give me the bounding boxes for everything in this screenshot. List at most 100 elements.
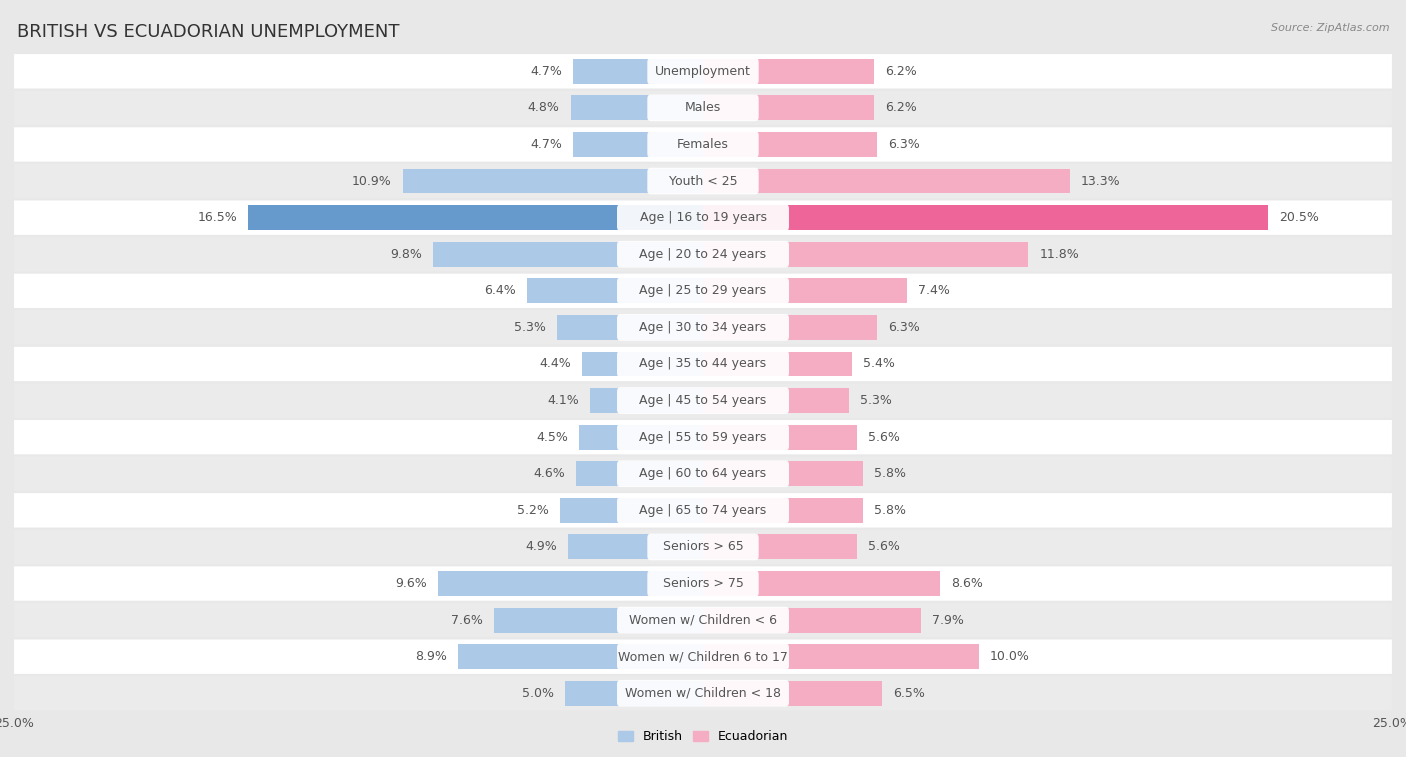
Text: Unemployment: Unemployment [655,65,751,78]
FancyBboxPatch shape [14,310,1392,344]
Bar [703,132,876,157]
Bar [703,425,858,450]
Bar [439,571,703,596]
Text: 4.5%: 4.5% [536,431,568,444]
Text: 6.4%: 6.4% [484,285,516,298]
Bar [703,681,882,706]
FancyBboxPatch shape [14,237,1392,272]
Text: Women w/ Children < 6: Women w/ Children < 6 [628,614,778,627]
FancyBboxPatch shape [617,643,789,670]
Text: 10.0%: 10.0% [990,650,1029,663]
Text: 5.6%: 5.6% [869,540,900,553]
FancyBboxPatch shape [14,273,1392,308]
Text: 5.2%: 5.2% [517,504,548,517]
Text: 4.7%: 4.7% [530,65,562,78]
Bar [494,608,703,633]
Bar [560,498,703,523]
Text: 5.8%: 5.8% [875,467,905,480]
Bar [703,571,941,596]
FancyBboxPatch shape [617,424,789,450]
Text: 10.9%: 10.9% [352,175,392,188]
FancyBboxPatch shape [14,603,1392,637]
Text: Age | 16 to 19 years: Age | 16 to 19 years [640,211,766,224]
Text: 4.9%: 4.9% [526,540,557,553]
Text: 6.2%: 6.2% [884,101,917,114]
Text: 4.7%: 4.7% [530,138,562,151]
Text: 9.6%: 9.6% [395,577,427,590]
FancyBboxPatch shape [647,570,759,597]
Text: Age | 25 to 29 years: Age | 25 to 29 years [640,285,766,298]
Text: BRITISH VS ECUADORIAN UNEMPLOYMENT: BRITISH VS ECUADORIAN UNEMPLOYMENT [17,23,399,41]
Text: 20.5%: 20.5% [1279,211,1319,224]
Text: 5.0%: 5.0% [522,687,554,699]
Text: 6.3%: 6.3% [887,138,920,151]
FancyBboxPatch shape [647,131,759,157]
FancyBboxPatch shape [617,204,789,231]
Text: 6.5%: 6.5% [893,687,925,699]
Text: 5.4%: 5.4% [863,357,894,370]
FancyBboxPatch shape [14,164,1392,198]
Bar [458,644,703,669]
Text: Age | 35 to 44 years: Age | 35 to 44 years [640,357,766,370]
FancyBboxPatch shape [617,680,789,706]
Text: 4.6%: 4.6% [533,467,565,480]
Bar [703,498,863,523]
Text: 4.1%: 4.1% [547,394,579,407]
Bar [703,644,979,669]
Text: 11.8%: 11.8% [1039,248,1078,260]
Text: 8.6%: 8.6% [950,577,983,590]
Bar [703,241,1028,266]
Text: 6.3%: 6.3% [887,321,920,334]
FancyBboxPatch shape [617,350,789,377]
Text: 7.4%: 7.4% [918,285,950,298]
Text: Age | 20 to 24 years: Age | 20 to 24 years [640,248,766,260]
Text: 8.9%: 8.9% [415,650,447,663]
Text: Source: ZipAtlas.com: Source: ZipAtlas.com [1271,23,1389,33]
Bar [703,95,875,120]
FancyBboxPatch shape [14,54,1392,89]
Bar [703,608,921,633]
FancyBboxPatch shape [617,388,789,414]
FancyBboxPatch shape [14,640,1392,674]
Text: 5.6%: 5.6% [869,431,900,444]
Bar [703,461,863,486]
FancyBboxPatch shape [14,530,1392,564]
Text: 5.8%: 5.8% [875,504,905,517]
Text: 4.8%: 4.8% [527,101,560,114]
Text: 9.8%: 9.8% [389,248,422,260]
FancyBboxPatch shape [14,201,1392,235]
Text: 7.9%: 7.9% [932,614,963,627]
Bar [433,241,703,266]
Bar [249,205,703,230]
Text: Age | 55 to 59 years: Age | 55 to 59 years [640,431,766,444]
Text: Seniors > 65: Seniors > 65 [662,540,744,553]
FancyBboxPatch shape [14,676,1392,711]
Bar [565,681,703,706]
Bar [703,205,1268,230]
FancyBboxPatch shape [647,168,759,195]
Bar [703,388,849,413]
FancyBboxPatch shape [647,534,759,560]
FancyBboxPatch shape [14,127,1392,162]
Bar [579,425,703,450]
Text: 5.3%: 5.3% [860,394,891,407]
Text: 16.5%: 16.5% [197,211,238,224]
Bar [703,279,907,304]
Text: 13.3%: 13.3% [1081,175,1121,188]
Bar [582,351,703,376]
Bar [527,279,703,304]
FancyBboxPatch shape [14,91,1392,125]
Text: 4.4%: 4.4% [538,357,571,370]
Bar [703,315,876,340]
Text: 5.3%: 5.3% [515,321,546,334]
FancyBboxPatch shape [617,497,789,524]
Bar [402,169,703,194]
Text: Females: Females [678,138,728,151]
Text: Age | 60 to 64 years: Age | 60 to 64 years [640,467,766,480]
Text: Age | 45 to 54 years: Age | 45 to 54 years [640,394,766,407]
Bar [591,388,703,413]
FancyBboxPatch shape [14,566,1392,601]
FancyBboxPatch shape [14,420,1392,454]
Bar [703,534,858,559]
Bar [574,132,703,157]
